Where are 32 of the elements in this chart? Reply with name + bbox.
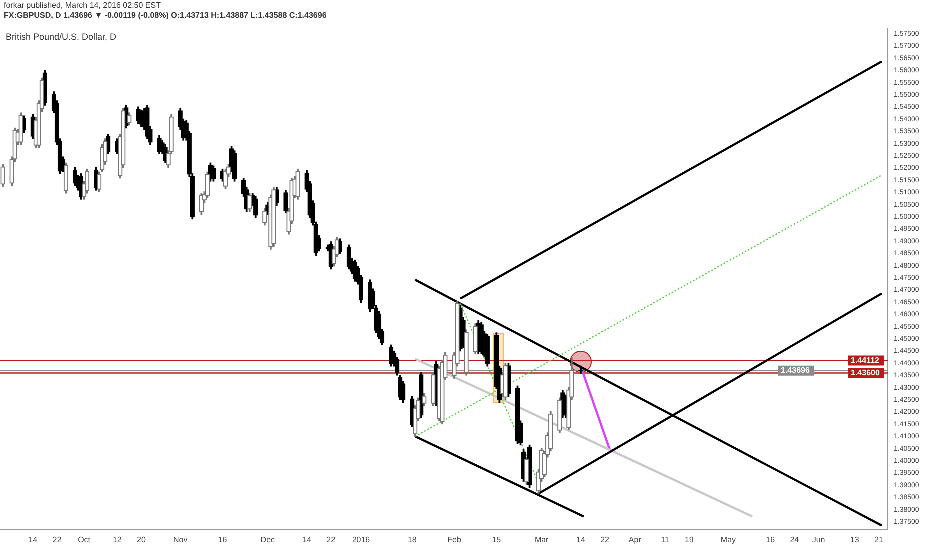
x-tick-label: 16 (766, 535, 776, 544)
x-tick-label: Oct (78, 535, 92, 544)
x-tick-label: 22 (52, 535, 62, 544)
x-tick-label: 22 (600, 535, 610, 544)
chart-subtitle: FX:GBPUSD, D 1.43696 ▼ -0.00119 (-0.08%) O:1.43713 H:1.43887 L:1.43588 C:1.43696 (4, 11, 328, 21)
ref-line-label: 1.43696 (781, 366, 810, 376)
ref-line-label: 1.44112 (851, 356, 880, 365)
x-tick-label: 22 (326, 535, 336, 544)
x-tick-label: May (720, 535, 736, 544)
x-tick-label: 2016 (352, 535, 371, 544)
x-tick-label: 14 (28, 535, 38, 544)
x-tick-label: Feb (448, 535, 462, 544)
x-tick-label: 11 (661, 535, 670, 544)
x-tick-label: 18 (408, 535, 418, 544)
x-tick-label: 19 (684, 535, 694, 544)
x-tick-label: Jun (812, 535, 826, 544)
x-tick-label: 12 (112, 535, 122, 544)
x-tick-label: Mar (534, 535, 550, 544)
x-tick-label: 15 (492, 535, 502, 544)
x-tick-label: 14 (576, 535, 586, 544)
x-tick-label: Nov (173, 535, 188, 544)
text: forkar published, March 14, 2016 02:50 EST (4, 1, 162, 11)
ref-line-label: 1.43600 (851, 368, 880, 378)
x-tick-label: 13 (850, 535, 860, 544)
x-tick-label: 14 (302, 535, 312, 544)
x-tick-label: Dec (260, 535, 276, 544)
x-tick-label: 20 (137, 535, 146, 544)
x-tick-label: 24 (790, 535, 800, 544)
x-tick-label: 16 (218, 535, 228, 544)
x-tick-label: Apr (628, 535, 642, 544)
x-tick-label: 21 (874, 535, 884, 544)
chart-title: British Pound/U.S. Dollar, D (6, 32, 118, 42)
